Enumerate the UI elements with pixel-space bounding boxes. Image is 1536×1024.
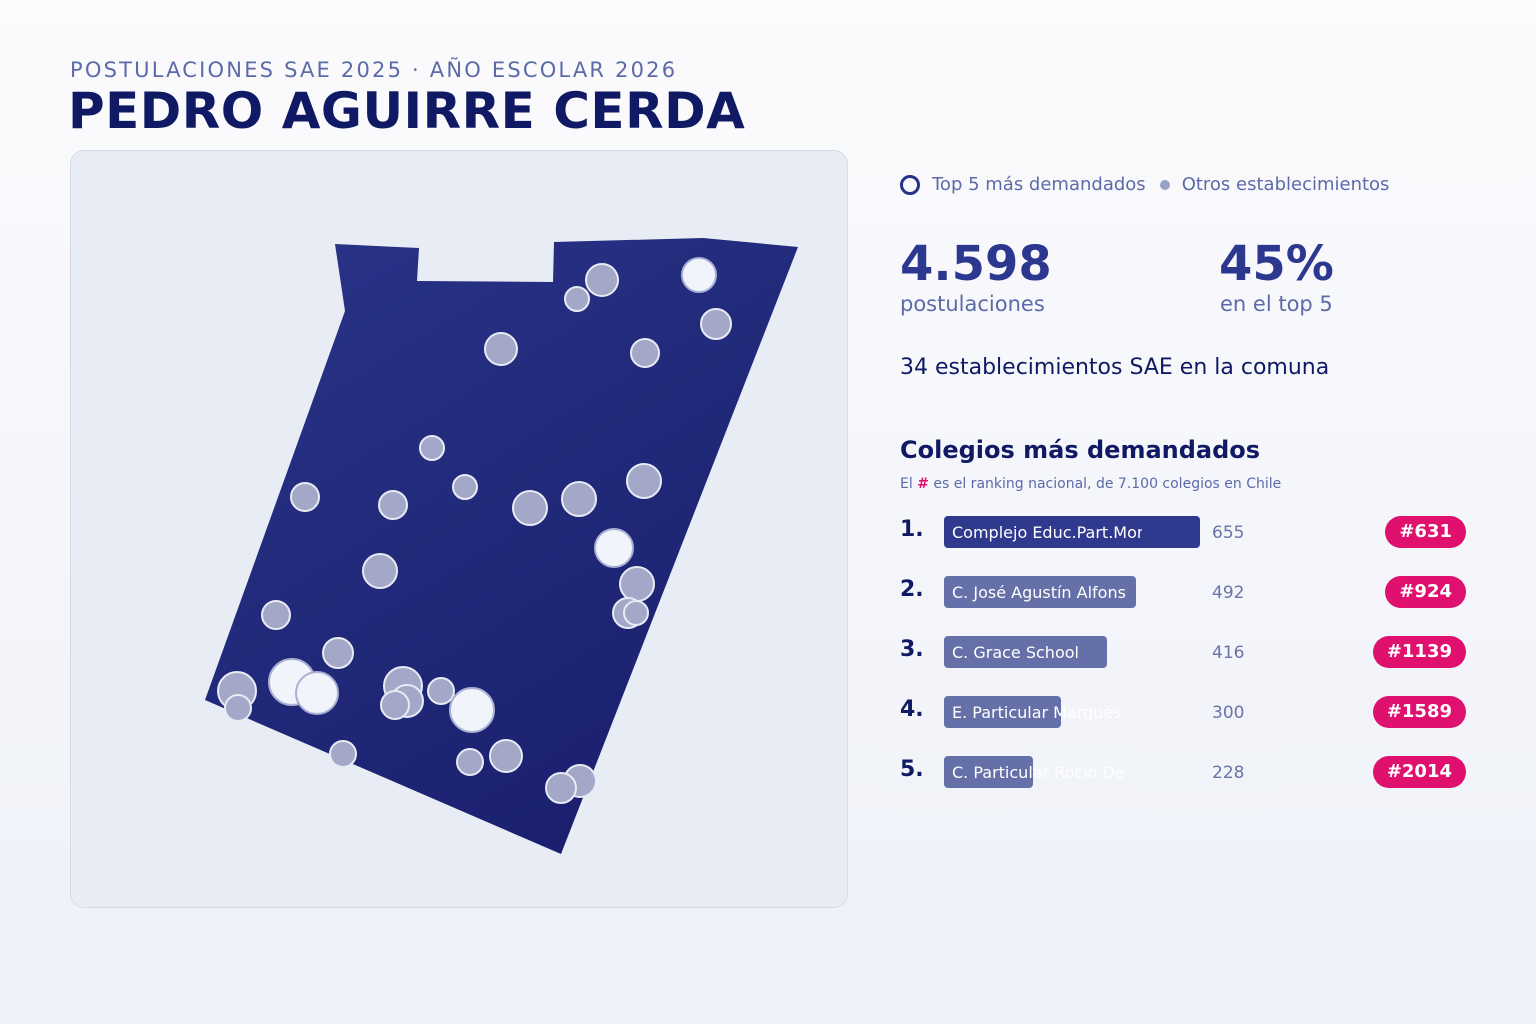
school-marker[interactable]: [261, 600, 291, 630]
applications-label: postulaciones: [900, 292, 1045, 316]
row-bar: [944, 576, 1136, 608]
row-school-name: C. José Agustín Alfons: [952, 583, 1126, 602]
ranking-row[interactable]: 4. E. Particular Marqués 300 #1589: [900, 695, 1466, 729]
row-count: 300: [1212, 703, 1245, 723]
school-marker[interactable]: [512, 490, 548, 526]
top-school-marker[interactable]: [594, 528, 634, 568]
comuna-boundary: [205, 238, 798, 854]
comuna-map: [205, 238, 798, 854]
page-title: PEDRO AGUIRRE CERDA: [68, 82, 746, 140]
ranking-note: El # es el ranking nacional, de 7.100 co…: [900, 476, 1281, 492]
school-markers: [217, 257, 732, 804]
note-prefix: El: [900, 476, 918, 492]
school-marker[interactable]: [362, 553, 398, 589]
school-marker[interactable]: [626, 463, 662, 499]
school-marker[interactable]: [419, 435, 445, 461]
school-marker[interactable]: [700, 308, 732, 340]
school-marker[interactable]: [456, 748, 484, 776]
school-marker[interactable]: [484, 332, 518, 366]
top5-share-label: en el top 5: [1220, 292, 1333, 316]
school-marker[interactable]: [224, 694, 252, 722]
school-marker[interactable]: [489, 739, 523, 773]
ranking-row[interactable]: 2. C. José Agustín Alfons 492 #924: [900, 575, 1466, 609]
school-marker[interactable]: [290, 482, 320, 512]
page-subtitle: POSTULACIONES SAE 2025 · AÑO ESCOLAR 202…: [70, 58, 678, 82]
school-marker[interactable]: [545, 772, 577, 804]
ranking-row[interactable]: 5. C. Particular Rocío De 228 #2014: [900, 755, 1466, 789]
school-marker[interactable]: [380, 690, 410, 720]
school-marker[interactable]: [322, 637, 354, 669]
row-count: 492: [1212, 583, 1245, 603]
row-bar: [944, 696, 1061, 728]
row-national-rank-badge: #924: [1385, 576, 1466, 608]
school-marker[interactable]: [630, 338, 660, 368]
top5-legend-icon: [900, 174, 920, 195]
row-rank: 4.: [900, 697, 924, 722]
row-rank: 1.: [900, 517, 924, 542]
row-national-rank-badge: #631: [1385, 516, 1466, 548]
school-marker[interactable]: [623, 600, 649, 626]
top5-share-value: 45%: [1219, 236, 1334, 292]
school-marker[interactable]: [329, 740, 357, 768]
row-rank: 2.: [900, 577, 924, 602]
row-school-name: E. Particular Marqués: [952, 703, 1122, 722]
school-marker[interactable]: [427, 677, 455, 705]
map-panel: [70, 150, 848, 908]
row-national-rank-badge: #1589: [1372, 696, 1466, 728]
ranking-row[interactable]: 1. Complejo Educ.Part.Mon 655 #631: [900, 515, 1466, 549]
row-rank: 3.: [900, 637, 924, 662]
school-marker[interactable]: [452, 474, 478, 500]
school-marker[interactable]: [378, 490, 408, 520]
other-legend-label: Otros establecimientos: [1181, 174, 1390, 195]
row-bar: [944, 516, 1200, 548]
applications-value: 4.598: [900, 236, 1052, 292]
row-bar: [944, 756, 1033, 788]
row-national-rank-badge: #2014: [1372, 756, 1466, 788]
row-school-name: C. Particular Rocío De: [952, 763, 1125, 782]
row-school-name: C. Grace School: [952, 643, 1079, 662]
row-count: 228: [1212, 763, 1245, 783]
top5-legend-label: Top 5 más demandados: [932, 174, 1146, 195]
school-marker[interactable]: [585, 263, 619, 297]
school-marker[interactable]: [561, 481, 597, 517]
row-bar: [944, 636, 1107, 668]
top-school-marker[interactable]: [449, 687, 495, 733]
ranking-row[interactable]: 3. C. Grace School 416 #1139: [900, 635, 1466, 669]
row-rank: 5.: [900, 757, 924, 782]
note-hash: #: [917, 476, 929, 492]
other-legend-icon: [1159, 179, 1170, 190]
map-legend: Top 5 más demandados Otros establecimien…: [900, 174, 1389, 195]
school-marker[interactable]: [619, 566, 655, 602]
row-school-name: Complejo Educ.Part.Mon: [952, 523, 1142, 542]
top-school-marker[interactable]: [295, 671, 339, 715]
note-suffix: es el ranking nacional, de 7.100 colegio…: [928, 476, 1282, 492]
school-marker[interactable]: [564, 286, 590, 312]
row-count: 655: [1212, 523, 1245, 543]
ranking-title: Colegios más demandados: [900, 436, 1261, 464]
schools-count: 34 establecimientos SAE en la comuna: [900, 355, 1330, 380]
row-count: 416: [1212, 643, 1245, 663]
row-national-rank-badge: #1139: [1372, 636, 1466, 668]
top-school-marker[interactable]: [681, 257, 717, 293]
